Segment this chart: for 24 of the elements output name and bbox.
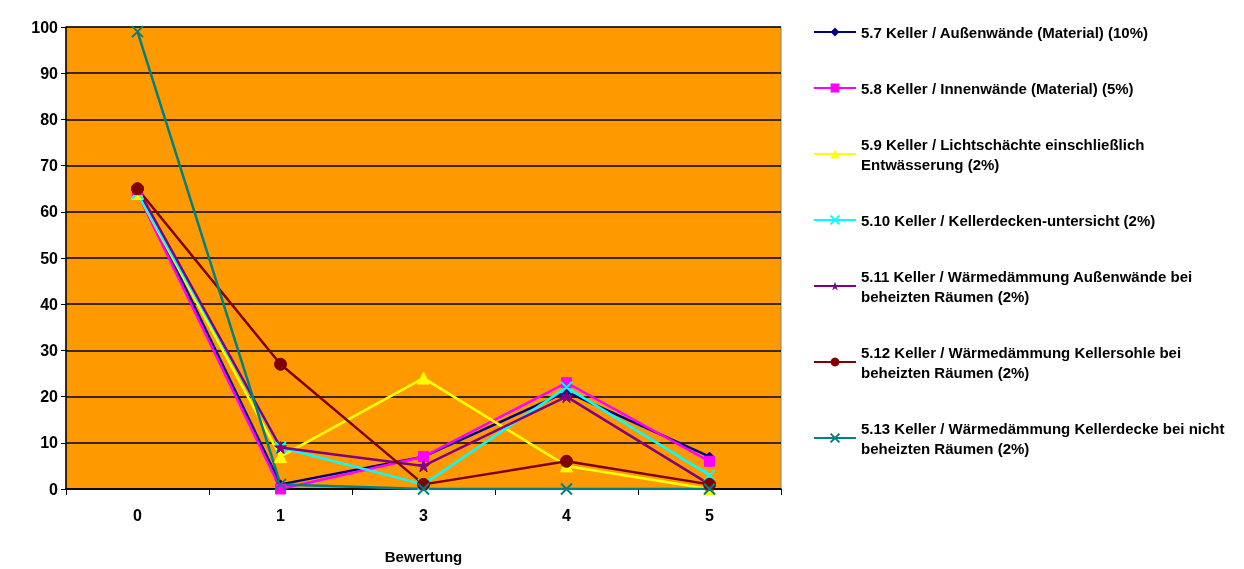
y-tick-label: 60 <box>40 203 59 221</box>
y-tick-label: 70 <box>40 157 59 175</box>
x-tick-label: 0 <box>133 506 143 524</box>
x-tick-label: 1 <box>276 506 286 524</box>
legend-label: 5.8 Keller / Innenwände (Material) (5%) <box>861 79 1134 97</box>
legend-label: 5.10 Keller / Kellerdecken-untersicht (2%) <box>861 211 1156 229</box>
x-tick-label: 3 <box>419 506 429 524</box>
y-tick-label: 0 <box>49 480 59 498</box>
x-tick-label: 5 <box>705 506 715 524</box>
y-tick-label: 90 <box>40 64 59 82</box>
y-tick-label: 20 <box>40 388 59 406</box>
legend-label: 5.11 Keller / Wärmedämmung Außenwände bei beheizten Räumen (2%) <box>861 267 1197 305</box>
y-tick-label: 50 <box>40 249 59 267</box>
legend-label: 5.9 Keller / Lichtschächte einschließlich Entwässerung (2%) <box>861 135 1149 173</box>
legend-label: 5.13 Keller / Wärmedämmung Kellerdecke bei nicht beheizten Räumen (2%) <box>861 419 1229 457</box>
y-tick-label: 100 <box>31 18 59 36</box>
legend-label: 5.7 Keller / Außenwände (Material) (10%) <box>861 23 1149 41</box>
legend-label: 5.12 Keller / Wärmedämmung Kellersohle bei beheizten Räumen (2%) <box>861 343 1186 381</box>
y-tick-label: 40 <box>40 295 59 313</box>
x-axis-title: Bewertung <box>384 548 463 565</box>
y-tick-label: 30 <box>40 341 59 359</box>
y-tick-label: 10 <box>40 434 59 452</box>
x-tick-label: 4 <box>562 506 572 524</box>
y-tick-label: 80 <box>40 110 59 128</box>
